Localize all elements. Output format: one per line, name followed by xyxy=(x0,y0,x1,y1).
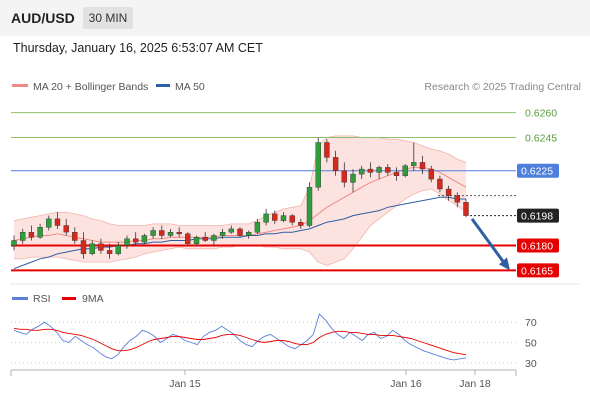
rsi-line xyxy=(13,313,467,361)
candle-body xyxy=(315,142,321,188)
candle-body xyxy=(159,230,165,236)
candle-body xyxy=(437,178,443,190)
forecast-arrow-head xyxy=(499,257,510,271)
9ma-line xyxy=(13,327,467,356)
candle-body xyxy=(385,167,391,173)
legend-swatch-rsi xyxy=(12,297,28,300)
candle-body xyxy=(402,165,408,176)
candle-body xyxy=(454,195,460,203)
candle-body xyxy=(237,228,243,236)
candle-body xyxy=(298,221,304,226)
candle-body xyxy=(150,230,156,236)
candle-body xyxy=(332,157,339,171)
candle-body xyxy=(28,231,35,238)
candle-body xyxy=(393,172,400,176)
candle-body xyxy=(245,231,252,236)
level-label: 0.6225 xyxy=(521,166,553,178)
level-label-box xyxy=(517,208,559,223)
copyright-text: Research © 2025 Trading Central xyxy=(424,81,581,93)
candle-body xyxy=(106,250,113,254)
candle-body xyxy=(20,231,26,241)
level-label: 0.6245 xyxy=(525,133,557,145)
candle-body xyxy=(46,218,52,228)
price-levels: 0.6260 0.6245 0.6225 0.6198 0.6180 0.6165 xyxy=(11,108,559,278)
x-tick-label-jan16: Jan 16 xyxy=(390,378,422,390)
candle-body xyxy=(445,188,452,196)
candle-body xyxy=(359,168,365,175)
bollinger-band-area xyxy=(14,135,466,266)
candle-body xyxy=(80,240,87,255)
candle-body xyxy=(219,231,226,236)
candle-body xyxy=(367,168,374,173)
rsi-panel: 70 50 30 xyxy=(11,313,537,370)
candle-body xyxy=(272,213,278,221)
candle-body xyxy=(193,236,200,244)
legend-label-9ma: 9MA xyxy=(82,293,104,305)
forecast-arrow-shaft xyxy=(470,218,508,267)
candle-body xyxy=(54,218,61,226)
bollinger-band-fill xyxy=(14,135,466,266)
candle-body xyxy=(98,243,104,251)
candle-body xyxy=(263,213,269,223)
candle-body xyxy=(167,231,174,236)
rsi-tick-label: 30 xyxy=(525,358,537,370)
candle-body xyxy=(419,162,426,170)
legend-swatch-9ma xyxy=(62,297,76,300)
legend-label-rsi: RSI xyxy=(33,293,51,305)
candle-body xyxy=(350,173,356,183)
candle-body xyxy=(341,170,347,183)
candles xyxy=(11,137,469,259)
symbol-title: AUD/USD xyxy=(11,10,75,26)
candle-body xyxy=(176,231,182,235)
candle-body xyxy=(376,167,382,173)
candle-body xyxy=(324,142,330,158)
level-label: 0.6260 xyxy=(525,108,557,120)
candle-body xyxy=(11,240,17,246)
rsi-tick-label: 70 xyxy=(525,317,537,329)
forecast-arrow xyxy=(470,218,510,271)
level-label: 0.6165 xyxy=(521,265,553,277)
candle-body xyxy=(89,243,95,255)
candle-body xyxy=(411,162,417,166)
candle-body xyxy=(132,238,139,243)
timeframe-button[interactable]: 30 MIN xyxy=(83,7,133,29)
candle-body xyxy=(306,187,313,226)
x-tick-label-jan18: Jan 18 xyxy=(459,378,491,390)
candle-body xyxy=(428,168,434,180)
legend-swatch-ma50 xyxy=(156,84,170,87)
candle-body xyxy=(228,228,235,233)
legend-label-ma50: MA 50 xyxy=(175,81,205,93)
candle-body xyxy=(202,236,208,241)
candle-body xyxy=(115,245,122,255)
candle-body xyxy=(124,238,130,246)
candle-body xyxy=(141,235,148,243)
timestamp: Thursday, January 16, 2025 6:53:07 AM CE… xyxy=(13,41,263,55)
level-label-box xyxy=(517,163,559,178)
legend-label-ma20: MA 20 + Bollinger Bands xyxy=(33,81,148,93)
level-label: 0.6198 xyxy=(521,211,553,223)
candle-body xyxy=(37,226,43,238)
candle-body xyxy=(289,215,295,223)
candle-body xyxy=(211,235,217,241)
candle-body xyxy=(463,202,469,216)
legend-swatch-ma20 xyxy=(12,84,28,87)
candle-body xyxy=(254,221,261,233)
bollinger-upper-line xyxy=(13,135,467,226)
level-label-box xyxy=(517,263,559,278)
candle-body xyxy=(72,231,78,241)
candle-body xyxy=(280,215,287,221)
level-label: 0.6180 xyxy=(521,241,553,253)
candle-body xyxy=(63,225,69,233)
x-tick-label-jan15: Jan 15 xyxy=(169,378,201,390)
candle-body xyxy=(185,233,191,245)
level-label-box xyxy=(517,238,559,253)
rsi-tick-label: 50 xyxy=(525,338,537,350)
